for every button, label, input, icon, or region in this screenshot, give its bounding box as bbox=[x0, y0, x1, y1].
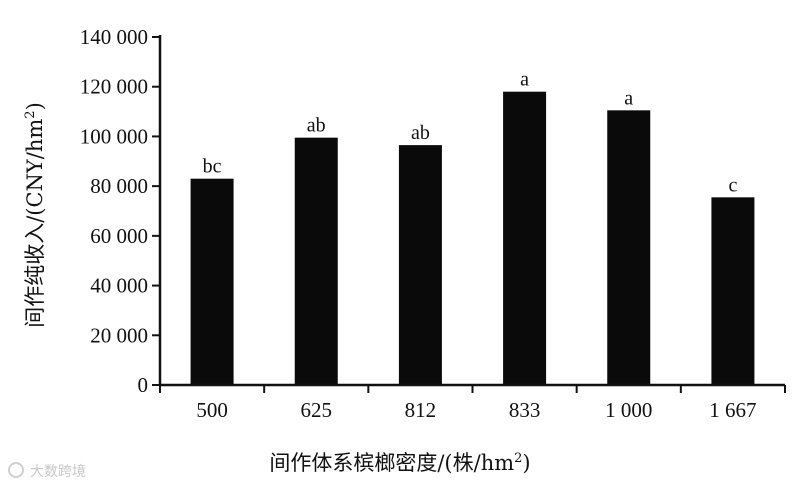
y-tick-label: 0 bbox=[138, 373, 149, 397]
watermark: 大数跨境 bbox=[8, 462, 86, 480]
x-tick-label: 812 bbox=[405, 398, 437, 422]
bar bbox=[503, 91, 547, 385]
watermark-text: 大数跨境 bbox=[30, 464, 86, 480]
significance-label: ab bbox=[307, 115, 326, 137]
x-tick-label: 833 bbox=[509, 398, 541, 422]
y-tick-label: 120 000 bbox=[80, 75, 148, 99]
bar bbox=[607, 110, 651, 385]
y-tick-label: 60 000 bbox=[90, 224, 148, 248]
x-axis-title: 间作体系槟榔密度/(株/hm2) bbox=[269, 451, 530, 475]
bar bbox=[294, 137, 338, 385]
y-tick-label: 140 000 bbox=[80, 25, 148, 49]
bars bbox=[190, 91, 755, 385]
x-axis-ticks: 500 625 812 833 1 000 1 667 bbox=[159, 385, 786, 422]
watermark-logo-icon bbox=[8, 462, 24, 478]
bar bbox=[190, 178, 234, 385]
bar bbox=[398, 145, 442, 385]
y-axis-title: 间作纯收入/(CNY/hm2) bbox=[23, 102, 47, 328]
bar bbox=[711, 197, 755, 385]
significance-labels: bc ab ab a a c bbox=[203, 69, 738, 197]
y-tick-label: 40 000 bbox=[90, 274, 148, 298]
x-tick-label: 1 000 bbox=[605, 398, 652, 422]
y-axis-ticks: 0 20 000 40 000 60 000 80 000 100 000 120 000 1… bbox=[80, 25, 160, 397]
significance-label: a bbox=[520, 69, 529, 91]
significance-label: a bbox=[624, 87, 633, 109]
y-tick-label: 20 000 bbox=[90, 323, 148, 347]
y-tick-label: 100 000 bbox=[80, 124, 148, 148]
significance-label: ab bbox=[411, 122, 430, 144]
significance-label: c bbox=[728, 174, 737, 196]
x-tick-label: 1 667 bbox=[709, 398, 756, 422]
x-tick-label: 500 bbox=[196, 398, 228, 422]
x-tick-label: 625 bbox=[301, 398, 333, 422]
y-tick-label: 80 000 bbox=[90, 174, 148, 198]
significance-label: bc bbox=[203, 156, 222, 178]
